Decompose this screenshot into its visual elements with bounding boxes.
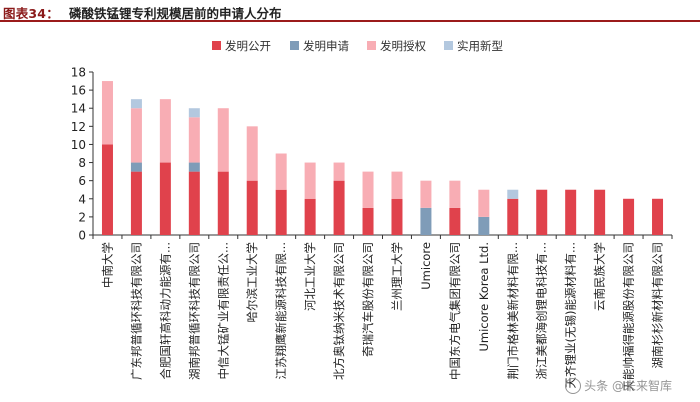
bar-segment-0 — [362, 207, 374, 235]
x-axis: 中南大学 广东邦普循环科技有限公司 合肥国轩高科动力能源有... 湖南邦普循环科技有限… — [92, 234, 673, 392]
bar-segment-3 — [507, 189, 519, 199]
bar-segment-2 — [304, 162, 316, 199]
bar-segment-2 — [275, 153, 287, 190]
legend-swatch-0 — [212, 41, 221, 50]
bar-segment-0 — [188, 171, 200, 235]
bar-segment-0 — [217, 171, 229, 235]
y-tick-label: 12 — [71, 120, 86, 134]
x-tick-label: 江苏翔鹰新能源科技有限... — [274, 242, 288, 379]
y-tick-label: 16 — [71, 84, 86, 98]
bar-segment-1 — [478, 216, 490, 235]
legend-label-2: 发明授权 — [380, 39, 426, 53]
bar-segment-2 — [478, 189, 490, 217]
bar-segment-2 — [333, 162, 345, 181]
bar-segment-2 — [101, 81, 113, 145]
header-divider — [0, 20, 700, 22]
bar-segment-1 — [130, 162, 142, 172]
figure-label: 图表34： — [3, 6, 59, 21]
x-tick-label: 奇瑞汽车股份有限公司 — [361, 242, 375, 357]
bar-segment-0 — [275, 189, 287, 235]
bar-segment-1 — [188, 162, 200, 172]
y-tick-label: 2 — [78, 210, 86, 224]
x-tick-label: 浙江美都海创锂电科技有... — [535, 242, 549, 379]
x-tick-label: 河北工业大学 — [303, 242, 317, 311]
bar-segment-2 — [159, 99, 171, 163]
bar-segment-0 — [391, 198, 403, 235]
x-tick-label: 云南民族大学 — [593, 242, 607, 311]
bar-segment-0 — [507, 198, 519, 235]
legend-swatch-3 — [444, 41, 453, 50]
bar-segment-2 — [420, 180, 432, 208]
y-tick-label: 10 — [71, 138, 86, 152]
x-tick-label: 湖南邦普循环科技有限公司 — [187, 242, 201, 380]
y-tick-label: 6 — [78, 174, 86, 188]
bar-segment-2 — [246, 126, 258, 181]
legend-label-3: 实用新型 — [457, 39, 503, 53]
x-tick-label: Umicore Korea Ltd. — [477, 242, 491, 352]
x-tick-label: 兰州理工大学 — [390, 242, 404, 311]
bar-segment-2 — [217, 108, 229, 172]
x-tick-label: 合肥国轩高科动力能源有... — [158, 242, 172, 379]
bar-segment-0 — [159, 162, 171, 235]
bar-segment-0 — [101, 144, 113, 235]
y-tick-label: 8 — [78, 156, 86, 170]
bar-segment-0 — [565, 189, 577, 235]
bar-segment-2 — [449, 180, 461, 208]
x-tick-label: 荆门市格林美新材料有限... — [506, 242, 520, 379]
bar-segment-1 — [420, 207, 432, 235]
bar-segment-2 — [391, 171, 403, 199]
bar-segment-0 — [449, 207, 461, 235]
x-tick-label: 天齐锂业(无锡)能源材料有... — [564, 242, 578, 388]
y-tick-label: 18 — [71, 66, 86, 80]
bar-segment-0 — [246, 180, 258, 235]
y-tick-label: 14 — [71, 102, 86, 116]
bar-segment-0 — [536, 189, 548, 235]
watermark: 头条 @未来智库 — [565, 377, 672, 394]
bar-segment-0 — [130, 171, 142, 235]
x-tick-label: 北方奥钛纳米技术有限公司 — [332, 242, 346, 380]
bars-group — [101, 81, 664, 235]
watermark-logo-icon — [565, 378, 582, 394]
legend-swatch-1 — [290, 41, 299, 50]
bar-segment-2 — [188, 117, 200, 163]
legend-label-0: 发明公开 — [225, 39, 271, 53]
legend-label-1: 发明申请 — [303, 39, 349, 53]
legend-swatch-2 — [367, 41, 376, 50]
x-tick-label: 湖南杉杉新材料有限公司 — [651, 242, 665, 369]
x-tick-label: 天能帅福得能源股份有限公司 — [622, 242, 636, 392]
bar-segment-0 — [594, 189, 606, 235]
x-tick-label: 中信大锰矿业有限责任公... — [216, 242, 230, 379]
bar-segment-0 — [333, 180, 345, 235]
x-tick-label: 哈尔滨工业大学 — [245, 242, 259, 323]
y-tick-label: 0 — [78, 229, 86, 243]
x-tick-label: 广东邦普循环科技有限公司 — [129, 242, 143, 380]
bar-segment-3 — [188, 108, 200, 118]
x-tick-label: 中南大学 — [100, 242, 114, 288]
bar-segment-2 — [362, 171, 374, 208]
figure-header: 图表34： 磷酸铁锰锂专利规模居前的申请人分布 — [0, 0, 700, 22]
x-tick-label: Umicore — [419, 242, 433, 290]
figure-title: 磷酸铁锰锂专利规模居前的申请人分布 — [69, 6, 282, 21]
bar-segment-2 — [130, 108, 142, 163]
chart-legend: 发明公开 发明申请 发明授权 实用新型 — [212, 39, 503, 53]
bar-segment-0 — [304, 198, 316, 235]
bar-segment-0 — [652, 198, 664, 235]
y-tick-label: 4 — [78, 192, 86, 206]
bar-segment-0 — [623, 198, 635, 235]
y-axis: 0 2 4 6 8 10 12 14 16 18 — [71, 66, 94, 243]
watermark-text: 头条 @未来智库 — [584, 378, 672, 393]
bar-segment-3 — [130, 99, 142, 109]
x-tick-label: 中国东方电气集团有限公司 — [448, 242, 462, 380]
